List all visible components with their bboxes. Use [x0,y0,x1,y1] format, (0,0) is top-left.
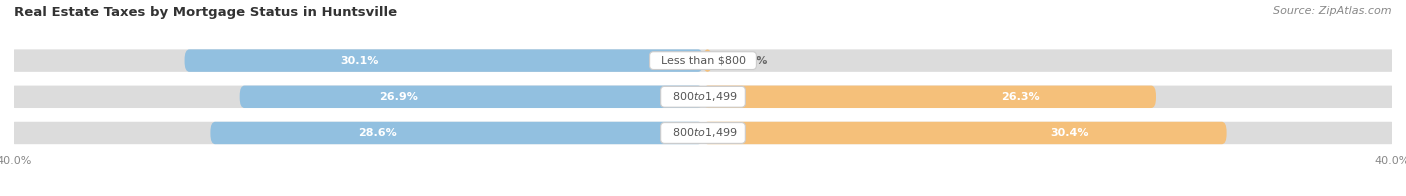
Text: 0.52%: 0.52% [730,56,768,66]
Text: 30.4%: 30.4% [1050,128,1088,138]
FancyBboxPatch shape [239,86,703,108]
FancyBboxPatch shape [703,122,1226,144]
Text: Source: ZipAtlas.com: Source: ZipAtlas.com [1274,6,1392,16]
FancyBboxPatch shape [184,49,703,72]
FancyBboxPatch shape [8,86,1398,108]
FancyBboxPatch shape [8,122,1398,144]
Text: $800 to $1,499: $800 to $1,499 [665,126,741,140]
Text: Less than $800: Less than $800 [654,56,752,66]
Text: Real Estate Taxes by Mortgage Status in Huntsville: Real Estate Taxes by Mortgage Status in … [14,6,396,19]
Text: $800 to $1,499: $800 to $1,499 [665,90,741,103]
Text: 26.3%: 26.3% [1001,92,1039,102]
FancyBboxPatch shape [211,122,703,144]
Text: 26.9%: 26.9% [378,92,418,102]
FancyBboxPatch shape [703,86,1156,108]
FancyBboxPatch shape [8,49,1398,72]
Text: 28.6%: 28.6% [359,128,396,138]
Text: 30.1%: 30.1% [340,56,378,66]
FancyBboxPatch shape [703,49,711,72]
